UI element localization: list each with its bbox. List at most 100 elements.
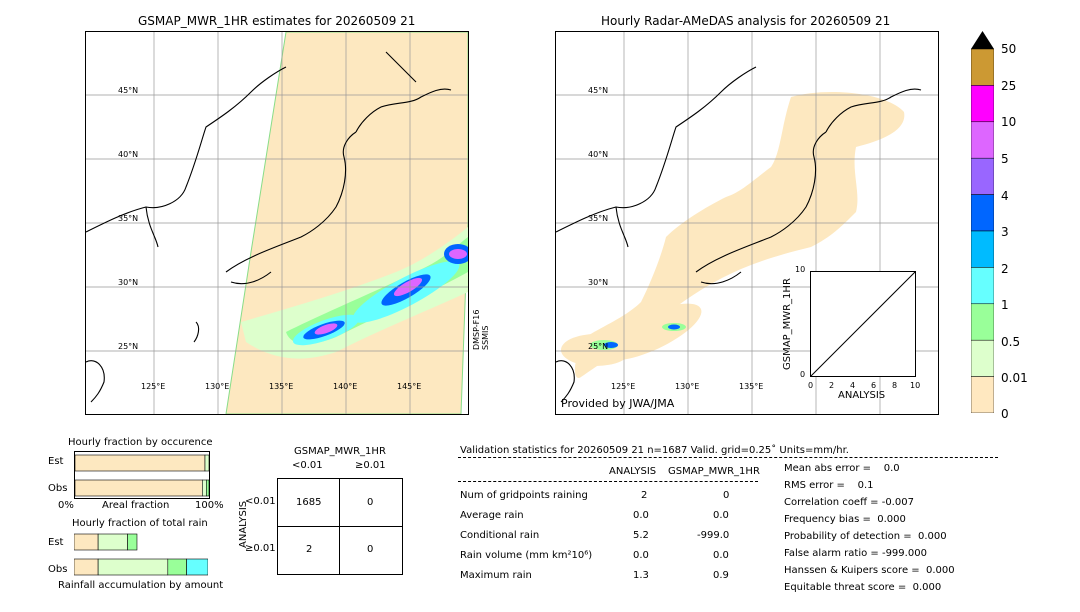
- fraction-total-title: Hourly fraction of total rain: [72, 518, 208, 529]
- validation-row-label: Num of gridpoints raining: [460, 490, 588, 501]
- fraction-occurrence-axis-left: 0%: [58, 500, 74, 511]
- satellite-label: DMSP-F16 SSMIS: [472, 309, 490, 350]
- fraction-occurrence-obs-label: Obs: [48, 483, 68, 494]
- cb-tick-5: 5: [1001, 152, 1009, 166]
- scatter-inset-canvas: [810, 271, 916, 377]
- right-lat-label-40: 40°N: [588, 150, 609, 159]
- colorbar-swatch: [970, 121, 995, 159]
- fraction-total-footer: Rainfall accumulation by amount: [58, 580, 224, 591]
- left-lat-label-30: 30°N: [118, 278, 139, 287]
- score-mean-abs-error: Mean abs error = 0.0: [784, 463, 900, 474]
- fraction-occurrence-axis-right: 100%: [195, 500, 224, 511]
- colorbar-swatch: [970, 194, 995, 232]
- right-lat-label-45: 45°N: [588, 86, 609, 95]
- contingency-cell-0-1: 0: [367, 497, 374, 508]
- graticule: [86, 32, 468, 414]
- inset-xtick-4: 4: [850, 381, 856, 390]
- validation-row-analysis: 5.2: [633, 530, 649, 541]
- analysis-rain-blue: [604, 342, 618, 348]
- colorbar-swatch: [970, 339, 995, 377]
- left-lon-label-145: 145°E: [397, 382, 422, 391]
- inset-ylabel: GSMAP_MWR_1HR: [782, 278, 793, 370]
- cb-tick-3: 3: [1001, 225, 1009, 239]
- cb-tick-10: 10: [1001, 115, 1017, 129]
- score-ets: Equitable threat score = 0.000: [784, 582, 942, 593]
- provider-credit: Provided by JWA/JMA: [561, 397, 675, 410]
- right-map-canvas: [556, 32, 938, 414]
- right-lat-label-35: 35°N: [588, 214, 609, 223]
- right-lon-label-135: 135°E: [739, 382, 764, 391]
- fraction-bar-segment: [204, 454, 210, 472]
- colorbar-swatch: [970, 48, 995, 86]
- colorbar-swatch: [970, 230, 995, 268]
- cb-tick-1: 1: [1001, 298, 1009, 312]
- contingency-row-header-0: <0.01: [245, 496, 276, 507]
- contingency-col-header-0: <0.01: [292, 460, 323, 471]
- cb-tick-25: 25: [1001, 79, 1017, 93]
- validation-col-gsmap: GSMAP_MWR_1HR: [668, 466, 760, 477]
- fraction-occurrence-axis-mid: Areal fraction: [102, 500, 170, 511]
- colorbar-swatch: [970, 267, 995, 305]
- score-frequency-bias: Frequency bias = 0.000: [784, 514, 906, 525]
- cb-tick-0-01: 0.01: [1001, 371, 1028, 385]
- contingency-hline: [278, 526, 402, 527]
- contingency-cell-1-0: 2: [306, 544, 313, 555]
- fraction-occurrence-plot: [74, 451, 210, 499]
- fraction-total-obs-label: Obs: [48, 564, 68, 575]
- contingency-row-header-1: ≥0.01: [245, 543, 276, 554]
- fraction-total-plot: [73, 531, 209, 577]
- left-lon-label-125: 125°E: [141, 382, 166, 391]
- analysis-rain-blue-2: [668, 324, 680, 330]
- fraction-bar-segment: [74, 479, 203, 497]
- validation-row-analysis: 0.0: [633, 510, 649, 521]
- left-lon-label-130: 130°E: [205, 382, 230, 391]
- colorbar-swatch: [970, 157, 995, 195]
- rain-green: [286, 237, 468, 344]
- validation-row-label: Conditional rain: [460, 530, 540, 541]
- fraction-bar-segment: [186, 558, 209, 576]
- right-map-title: Hourly Radar-AMeDAS analysis for 2026050…: [601, 14, 891, 28]
- validation-header: Validation statistics for 20260509 21 n=…: [460, 445, 849, 456]
- right-lat-label-30: 30°N: [588, 278, 609, 287]
- colorbar-swatch: [970, 303, 995, 341]
- right-coastline: [556, 66, 922, 403]
- validation-col-analysis: ANALYSIS: [609, 466, 657, 477]
- right-graticule: [556, 32, 938, 414]
- fraction-occurrence-title: Hourly fraction by occurence: [68, 437, 213, 448]
- contingency-title: GSMAP_MWR_1HR: [294, 446, 386, 457]
- fraction-bar-segment: [206, 479, 210, 497]
- rain-violet-2: [314, 323, 338, 335]
- validation-row-label: Average rain: [460, 510, 524, 521]
- fraction-occurrence-est-label: Est: [48, 456, 64, 467]
- inset-ytick-0: 0: [800, 370, 806, 379]
- inset-xtick-10: 10: [910, 381, 921, 390]
- colorbar-swatch: [970, 85, 995, 123]
- analysis-coverage: [574, 92, 905, 378]
- left-map-canvas: [86, 32, 468, 414]
- cb-tick-50: 50: [1001, 42, 1017, 56]
- fraction-occurrence-canvas: [74, 454, 210, 497]
- score-hk: Hanssen & Kuipers score = 0.000: [784, 565, 955, 576]
- validation-table-rule: [458, 481, 758, 482]
- fraction-bar-segment: [202, 479, 207, 497]
- inset-xtick-6: 6: [871, 381, 877, 390]
- rain-light-green: [241, 227, 468, 359]
- rain-violet-east: [449, 249, 467, 259]
- inset-xtick-8: 8: [892, 381, 898, 390]
- colorbar-extend-arrow: [971, 31, 994, 49]
- colorbar: [970, 31, 995, 414]
- validation-row-gsmap: 0: [723, 490, 730, 501]
- left-lat-label-45: 45°N: [118, 86, 139, 95]
- right-lon-label-130: 130°E: [675, 382, 700, 391]
- colorbar-canvas: [970, 31, 995, 414]
- score-far: False alarm ratio = -999.000: [784, 548, 927, 559]
- fraction-bar-segment: [73, 533, 99, 551]
- cb-tick-0-5: 0.5: [1001, 335, 1021, 349]
- left-lat-label-35: 35°N: [118, 214, 139, 223]
- contingency-col-header-1: ≥0.01: [355, 460, 386, 471]
- score-rms-error: RMS error = 0.1: [784, 480, 874, 491]
- fraction-bar-segment: [97, 558, 169, 576]
- validation-row-label: Rain volume (mm km²10⁶): [460, 550, 593, 561]
- contingency-cell-1-1: 0: [367, 544, 374, 555]
- inset-xlabel: ANALYSIS: [838, 390, 886, 401]
